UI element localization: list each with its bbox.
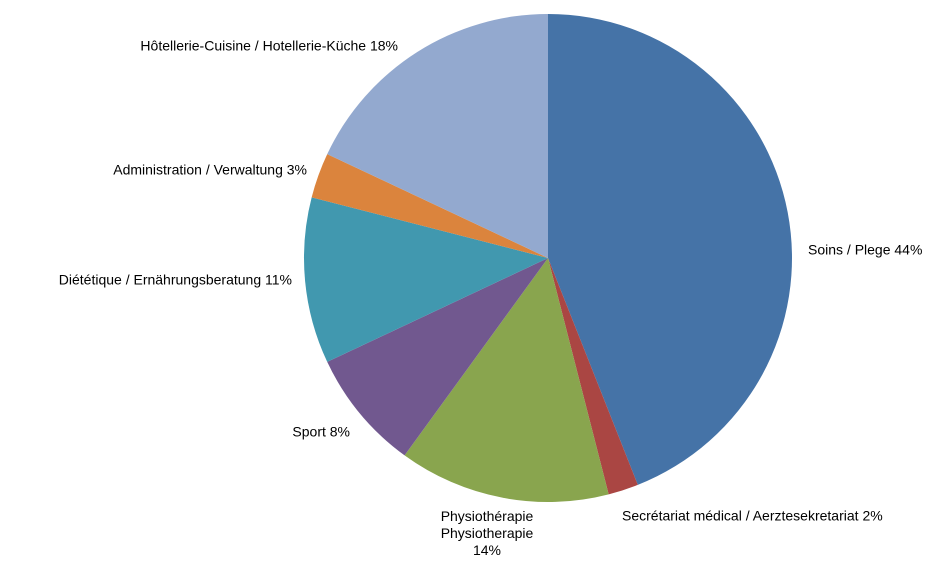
category-label: Sport: [292, 423, 326, 440]
category-label: Hôtellerie-Cuisine / Hotellerie-Küche: [140, 37, 367, 54]
slice-label: Diététique / Ernährungsberatung 11%: [59, 272, 292, 289]
slice-label: Soins / Plege 44%: [808, 242, 922, 259]
slice-label: Administration / Verwaltung 3%: [113, 162, 307, 179]
category-label: Diététique / Ernährungsberatung: [58, 271, 262, 288]
slice-label: Sport 8%: [292, 424, 350, 441]
category-label: Soins / Plege: [808, 241, 891, 258]
pie-slice: [304, 197, 548, 362]
value-label: 2%: [862, 507, 883, 524]
category-label: Administration / Verwaltung: [113, 161, 283, 178]
value-label: 3%: [286, 161, 307, 178]
slice-label: Hôtellerie-Cuisine / Hotellerie-Küche 18…: [140, 38, 398, 55]
pie-slice: [327, 13, 548, 258]
pie-slice: [404, 258, 609, 503]
pie-slice: [548, 14, 792, 485]
value-label: 18%: [369, 37, 398, 54]
slice-label: Secrétariat médical / Aerztesekretariat …: [622, 508, 883, 525]
value-label: 8%: [329, 423, 350, 440]
value-label: 44%: [894, 241, 923, 258]
pie-slice: [327, 258, 548, 456]
pie-slice: [311, 154, 548, 258]
category-label: Physiothérapie Physiotherapie: [440, 508, 534, 541]
slice-label: Physiothérapie Physiotherapie 14%: [441, 508, 534, 559]
value-label: 11%: [265, 271, 292, 288]
value-label: 14%: [472, 542, 502, 558]
pie-slice: [548, 258, 638, 495]
category-label: Secrétariat médical / Aerztesekretariat: [622, 507, 859, 524]
